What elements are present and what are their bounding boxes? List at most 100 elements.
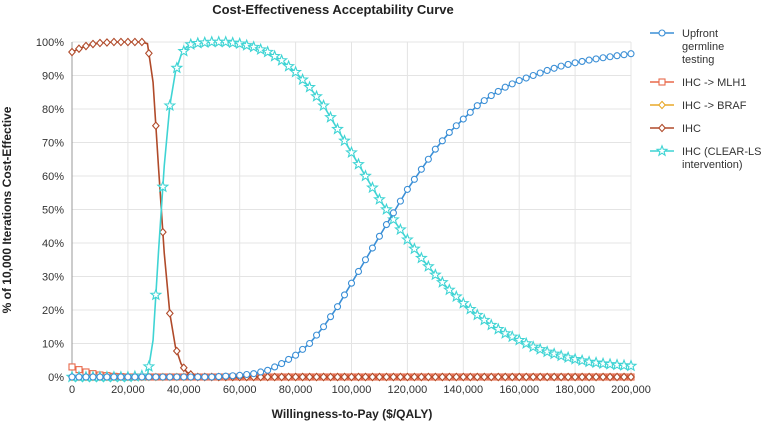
y-tick-label: 60%: [42, 171, 64, 183]
series-point: [529, 372, 538, 382]
series-point: [463, 302, 477, 315]
series-point: [347, 372, 356, 382]
series-point: [445, 128, 453, 136]
y-tick-label: 70%: [42, 138, 64, 150]
series-point: [368, 372, 377, 382]
series-point: [144, 48, 153, 58]
series-point: [236, 371, 244, 379]
x-tick-label: 120,000: [388, 384, 428, 396]
series-point: [592, 372, 600, 382]
series-point: [571, 59, 579, 67]
series-point: [393, 222, 407, 236]
y-tick-label: 30%: [42, 272, 64, 284]
series-point: [187, 373, 195, 381]
x-axis-title: Willingness-to-Pay ($/QALY): [272, 407, 433, 421]
series-point: [410, 372, 419, 382]
series-point: [484, 318, 498, 331]
y-tick-label: 20%: [42, 305, 64, 317]
series-point: [89, 39, 97, 49]
series-point: [158, 227, 167, 237]
series-point: [554, 349, 568, 362]
series-point: [550, 64, 558, 72]
series-point: [368, 244, 377, 252]
series-point: [354, 372, 363, 382]
series-point: [296, 72, 310, 86]
series-point: [375, 232, 384, 240]
series-point: [624, 359, 638, 372]
series-point: [219, 35, 233, 48]
series-point: [529, 71, 537, 80]
x-tick-label: 0: [69, 384, 75, 396]
series-point: [222, 372, 230, 380]
series-point: [578, 372, 587, 382]
series-point: [449, 289, 463, 303]
series-point: [299, 345, 307, 353]
series-point: [536, 69, 544, 77]
series-point: [229, 372, 237, 380]
series-point: [456, 296, 470, 309]
series-point: [159, 373, 167, 381]
series-point: [166, 373, 174, 381]
legend-swatch-marker: [658, 100, 666, 110]
series-point: [403, 372, 412, 382]
series-point: [149, 288, 163, 301]
series-point: [123, 37, 132, 47]
series-point: [491, 322, 505, 335]
series-point: [487, 92, 495, 100]
x-tick-label: 200,000: [611, 384, 651, 396]
series-point: [347, 279, 356, 287]
series-point: [459, 115, 467, 123]
series-point: [326, 313, 335, 321]
series-point: [282, 59, 296, 72]
series-point: [508, 80, 516, 88]
series-point: [526, 340, 540, 353]
series-point: [501, 372, 510, 382]
series-point: [151, 121, 160, 131]
series-point: [156, 180, 170, 193]
legend-label: Upfront: [682, 28, 718, 40]
series-point: [324, 110, 337, 123]
series-point: [310, 89, 323, 102]
series-point: [424, 155, 432, 163]
series-point: [380, 202, 393, 215]
series-point: [284, 372, 293, 382]
y-tick-label: 50%: [42, 205, 64, 217]
series-point: [589, 356, 603, 369]
series-point: [466, 372, 475, 382]
series-point: [240, 38, 254, 51]
series-point: [512, 333, 526, 346]
series-point: [627, 372, 635, 382]
series-point: [152, 373, 160, 381]
series-point: [291, 372, 300, 382]
series-point: [578, 57, 586, 65]
y-tick-label: 40%: [42, 238, 64, 250]
legend-swatch-marker: [655, 144, 669, 157]
series-point: [396, 372, 405, 382]
series-point: [452, 372, 461, 382]
series-point: [515, 76, 523, 85]
series-point: [438, 137, 446, 145]
series-point: [536, 372, 545, 382]
series-point: [68, 373, 76, 381]
series-point: [138, 373, 146, 381]
series-point: [606, 53, 614, 61]
series-point: [424, 372, 433, 382]
series-point: [285, 355, 293, 363]
series-point: [305, 372, 314, 382]
series-point: [264, 366, 272, 374]
series-point: [407, 242, 421, 255]
series-point: [165, 308, 174, 318]
x-tick-label: 180,000: [555, 384, 595, 396]
series-point: [403, 185, 411, 193]
series-point: [68, 363, 76, 371]
y-tick-label: 100%: [36, 37, 64, 49]
series-point: [319, 323, 328, 331]
series-point: [435, 275, 449, 288]
series-ihc-clear-ls-intervention: [65, 35, 638, 383]
series-point: [96, 373, 104, 381]
y-tick-label: 0%: [48, 372, 64, 384]
series-point: [494, 87, 502, 95]
